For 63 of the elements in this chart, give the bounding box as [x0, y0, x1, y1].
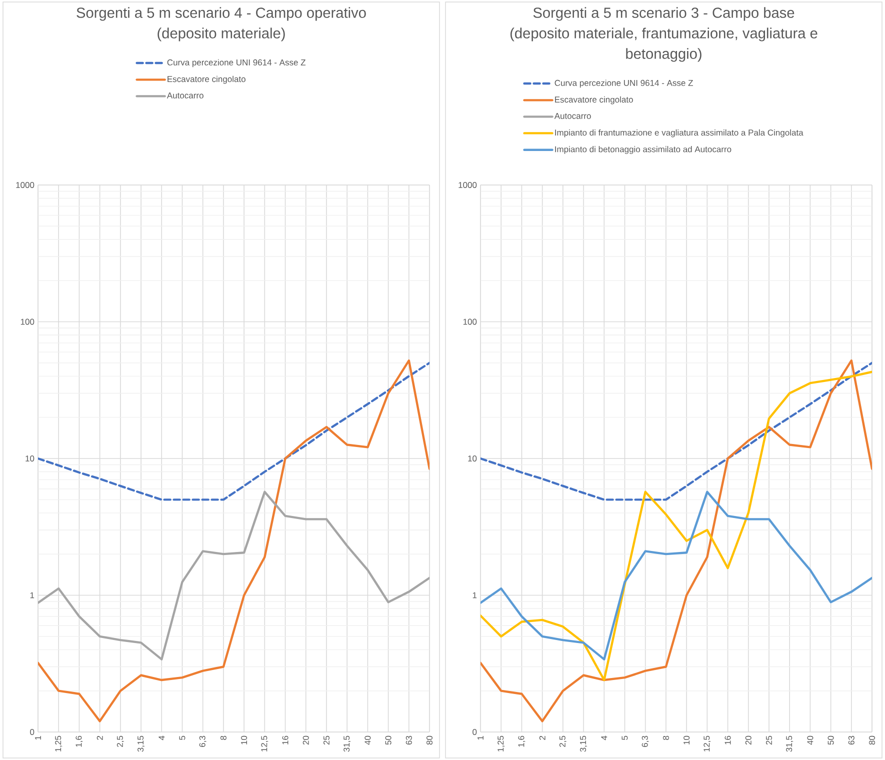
y-tick-label: 10 [26, 455, 34, 462]
x-tick-label: 80 [426, 736, 433, 745]
x-tick-label: 6,3 [199, 736, 206, 747]
y-tick-label: 1000 [458, 182, 477, 188]
x-tick-label: 1 [478, 736, 484, 740]
line-series [480, 490, 872, 660]
x-tick-label: 31,5 [786, 736, 794, 752]
legend-label: Curva percezione UNI 9614 - Asse Z [167, 59, 306, 68]
x-tick-label: 12,5 [704, 736, 711, 752]
x-tick-label: 16 [282, 736, 288, 744]
x-tick-label: 6,3 [642, 736, 649, 747]
x-tick-label: 40 [807, 736, 814, 745]
y-tick-label: 1000 [16, 182, 34, 188]
x-tick-label: 2,5 [116, 736, 124, 747]
x-tick-label: 1,6 [518, 736, 526, 747]
x-tick-label: 20 [745, 736, 752, 745]
legend-label: Curva percezione UNI 9614 - Asse Z [554, 80, 693, 88]
legend-label: Escavatore cingolato [168, 76, 246, 84]
x-tick-label: 10 [241, 736, 248, 744]
x-tick-label: 16 [724, 736, 731, 744]
line-series [38, 490, 430, 660]
legend-label: Impianto di frantumazione e vagliatura assimilato a Pala Cingolata [555, 129, 804, 138]
x-tick-label: 4 [601, 736, 608, 740]
x-tick-label: 12,5 [261, 736, 268, 752]
x-tick-label: 63 [848, 736, 854, 745]
y-tick-label: 100 [20, 318, 34, 325]
x-tick-label: 8 [662, 736, 669, 740]
legend-label: Autocarro [166, 92, 204, 98]
x-tick-label: 31,5 [344, 736, 351, 752]
x-tick-label: 1,25 [498, 736, 505, 752]
x-tick-label: 50 [828, 736, 834, 745]
x-tick-label: 1 [35, 736, 41, 740]
x-tick-label: 40 [364, 736, 371, 745]
x-tick-label: 5 [622, 736, 628, 740]
x-tick-label: 1,25 [55, 736, 62, 752]
chart-title: Sorgenti a 5 m scenario 3 - Campo base (deposito materiale, frantumazione, vagliatura e betonaggio) [510, 7, 818, 62]
chart-title: Sorgenti a 5 m scenario 4 - Campo operativo (deposito materiale) [76, 7, 366, 42]
x-tick-label: 3,15 [580, 736, 588, 752]
x-tick-label: 63 [406, 736, 412, 745]
x-tick-label: 5 [179, 736, 186, 740]
y-tick-label: 1 [30, 592, 34, 598]
legend-label: Escavatore cingolato [555, 96, 633, 104]
y-tick-label: 0 [30, 729, 34, 736]
x-tick-label: 25 [766, 736, 772, 745]
y-tick-label: 10 [468, 455, 477, 462]
x-tick-label: 10 [684, 736, 690, 744]
x-tick-label: 25 [323, 736, 330, 745]
x-tick-label: 4 [158, 736, 165, 740]
legend-label: Impianto di betonaggio assimilato ad Autocarro [555, 146, 732, 154]
x-tick-label: 8 [220, 736, 226, 740]
y-tick-label: 0 [472, 729, 477, 736]
y-tick-label: 100 [463, 318, 477, 325]
x-tick-label: 2,5 [559, 736, 566, 747]
line-series [38, 359, 430, 722]
x-tick-label: 2 [539, 736, 546, 740]
y-tick-label: 1 [472, 592, 477, 598]
x-tick-label: 80 [869, 736, 876, 745]
x-tick-label: 3,15 [138, 736, 145, 752]
x-tick-label: 20 [302, 736, 309, 745]
x-tick-label: 1,6 [76, 736, 83, 747]
x-tick-label: 2 [96, 736, 103, 740]
legend-label: Autocarro [554, 113, 591, 119]
x-tick-label: 50 [385, 736, 392, 745]
